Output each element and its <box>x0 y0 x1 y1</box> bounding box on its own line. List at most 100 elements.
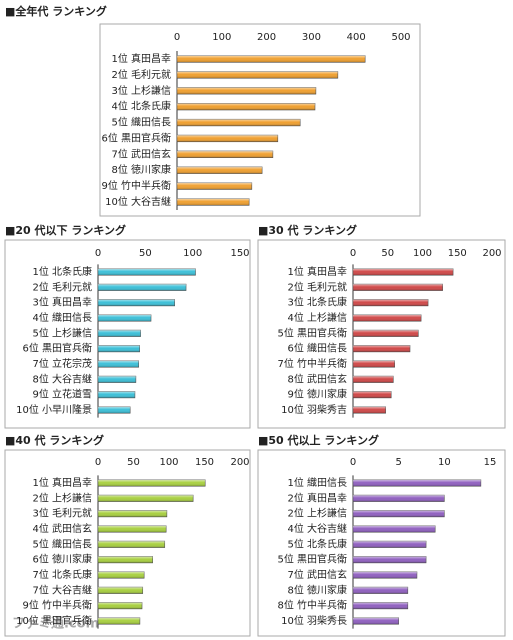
category-label: 5位 織田信長 <box>32 537 92 550</box>
bar-shine <box>353 495 445 502</box>
x-tick-label: 100 <box>159 457 178 468</box>
category-label: 7位 竹中半兵衛 <box>277 357 347 370</box>
bar-shine <box>98 525 167 533</box>
chart-frame <box>4 449 251 637</box>
bar-shine <box>177 182 252 190</box>
chart-title: ■40 代 ランキング <box>5 433 104 447</box>
category-label: 8位 竹中半兵衛 <box>277 599 347 612</box>
category-label: 6位 黒田官兵衛 <box>101 131 171 144</box>
bar-shine <box>353 314 422 322</box>
bar-shine <box>98 556 153 563</box>
x-tick-label: 0 <box>350 457 356 468</box>
category-label: 10位 黒田官兵衛 <box>16 614 92 627</box>
bar-shine <box>353 268 454 276</box>
category-label: 6位 黒田官兵衛 <box>22 342 92 355</box>
category-label: 2位 毛利元就 <box>287 280 347 293</box>
category-label: 10位 羽柴秀吉 <box>281 403 347 416</box>
category-label: 9位 立花道雪 <box>32 388 92 401</box>
category-label: 6位 徳川家康 <box>32 553 92 566</box>
bar-shine <box>177 71 338 79</box>
bar-shine <box>98 541 165 548</box>
category-label: 9位 竹中半兵衛 <box>22 599 92 612</box>
bar-shine <box>177 103 315 111</box>
bar-shine <box>353 602 408 609</box>
category-label: 4位 上杉謙信 <box>287 311 347 324</box>
bar-shine <box>98 495 194 502</box>
bar-shine <box>177 166 263 174</box>
x-tick-label: 0 <box>350 248 356 259</box>
category-label: 1位 北条氏康 <box>32 265 92 278</box>
bar-shine <box>353 525 436 533</box>
x-tick-label: 5 <box>395 457 401 468</box>
category-label: 2位 上杉謙信 <box>287 507 347 520</box>
category-label: 4位 大谷吉継 <box>287 522 347 535</box>
chart-frame <box>99 23 421 217</box>
watermark: ファミ通.com <box>12 616 99 632</box>
category-label: 5位 上杉謙信 <box>32 326 92 339</box>
bar-shine <box>98 284 187 291</box>
chart-title: ■30 代 ランキング <box>258 223 357 237</box>
category-label: 8位 徳川家康 <box>111 163 171 176</box>
x-tick-label: 150 <box>195 457 214 468</box>
bar-shine <box>98 299 175 306</box>
bar-shine <box>98 360 139 368</box>
x-tick-label: 200 <box>257 32 276 43</box>
chart-frame <box>257 239 506 429</box>
chart-frame <box>257 449 506 637</box>
category-label: 9位 徳川家康 <box>287 388 347 401</box>
bar-shine <box>98 587 143 594</box>
bar-shine <box>177 55 366 63</box>
x-tick-label: 100 <box>212 32 231 43</box>
category-label: 7位 北条氏康 <box>32 568 92 581</box>
bar-shine <box>177 150 273 158</box>
bar-shine <box>98 510 167 517</box>
category-label: 8位 武田信玄 <box>287 372 347 385</box>
category-label: 1位 真田昌幸 <box>32 476 92 489</box>
bar-shine <box>98 617 140 625</box>
x-tick-label: 400 <box>347 32 366 43</box>
bar-shine <box>98 391 135 398</box>
category-label: 4位 北条氏康 <box>111 100 171 113</box>
bar-shine <box>353 541 427 548</box>
category-label: 10位 大谷吉継 <box>105 195 171 208</box>
category-label: 2位 上杉謙信 <box>32 491 92 504</box>
category-label: 8位 大谷吉継 <box>32 372 92 385</box>
bar-shine <box>177 87 316 95</box>
bar-shine <box>98 314 152 322</box>
bar-shine <box>353 360 395 368</box>
x-tick-label: 100 <box>183 248 202 259</box>
bar-shine <box>177 198 250 206</box>
chart-frame <box>4 239 251 429</box>
category-label: 1位 真田昌幸 <box>111 52 171 65</box>
category-label: 7位 武田信玄 <box>287 568 347 581</box>
bar-shine <box>353 479 481 487</box>
category-label: 10位 小早川隆景 <box>16 403 92 416</box>
category-label: 2位 毛利元就 <box>111 68 171 81</box>
category-label: 7位 立花宗茂 <box>32 357 92 370</box>
category-label: 5位 織田信長 <box>111 116 171 129</box>
category-label: 5位 黒田官兵衛 <box>277 326 347 339</box>
x-tick-label: 200 <box>230 457 249 468</box>
category-label: 4位 武田信玄 <box>32 522 92 535</box>
bar-shine <box>98 345 140 352</box>
bar-shine <box>353 391 392 398</box>
x-tick-label: 50 <box>127 457 140 468</box>
bar-shine <box>353 406 386 414</box>
x-tick-label: 10 <box>438 457 451 468</box>
category-label: 7位 大谷吉継 <box>32 583 92 596</box>
category-label: 5位 北条氏康 <box>287 537 347 550</box>
category-label: 6位 織田信長 <box>287 342 347 355</box>
chart-title: ■50 代以上 ランキング <box>258 433 379 447</box>
bar-shine <box>177 135 278 142</box>
chart-title: ■20 代以下 ランキング <box>5 223 126 237</box>
category-label: 3位 毛利元就 <box>32 507 92 520</box>
bar-shine <box>353 284 443 291</box>
bar-shine <box>98 406 131 414</box>
bar-shine <box>98 376 136 383</box>
bar-shine <box>353 376 394 383</box>
bar-shine <box>98 479 206 487</box>
x-tick-label: 0 <box>174 32 180 43</box>
x-tick-label: 0 <box>95 248 101 259</box>
category-label: 2位 毛利元就 <box>32 280 92 293</box>
